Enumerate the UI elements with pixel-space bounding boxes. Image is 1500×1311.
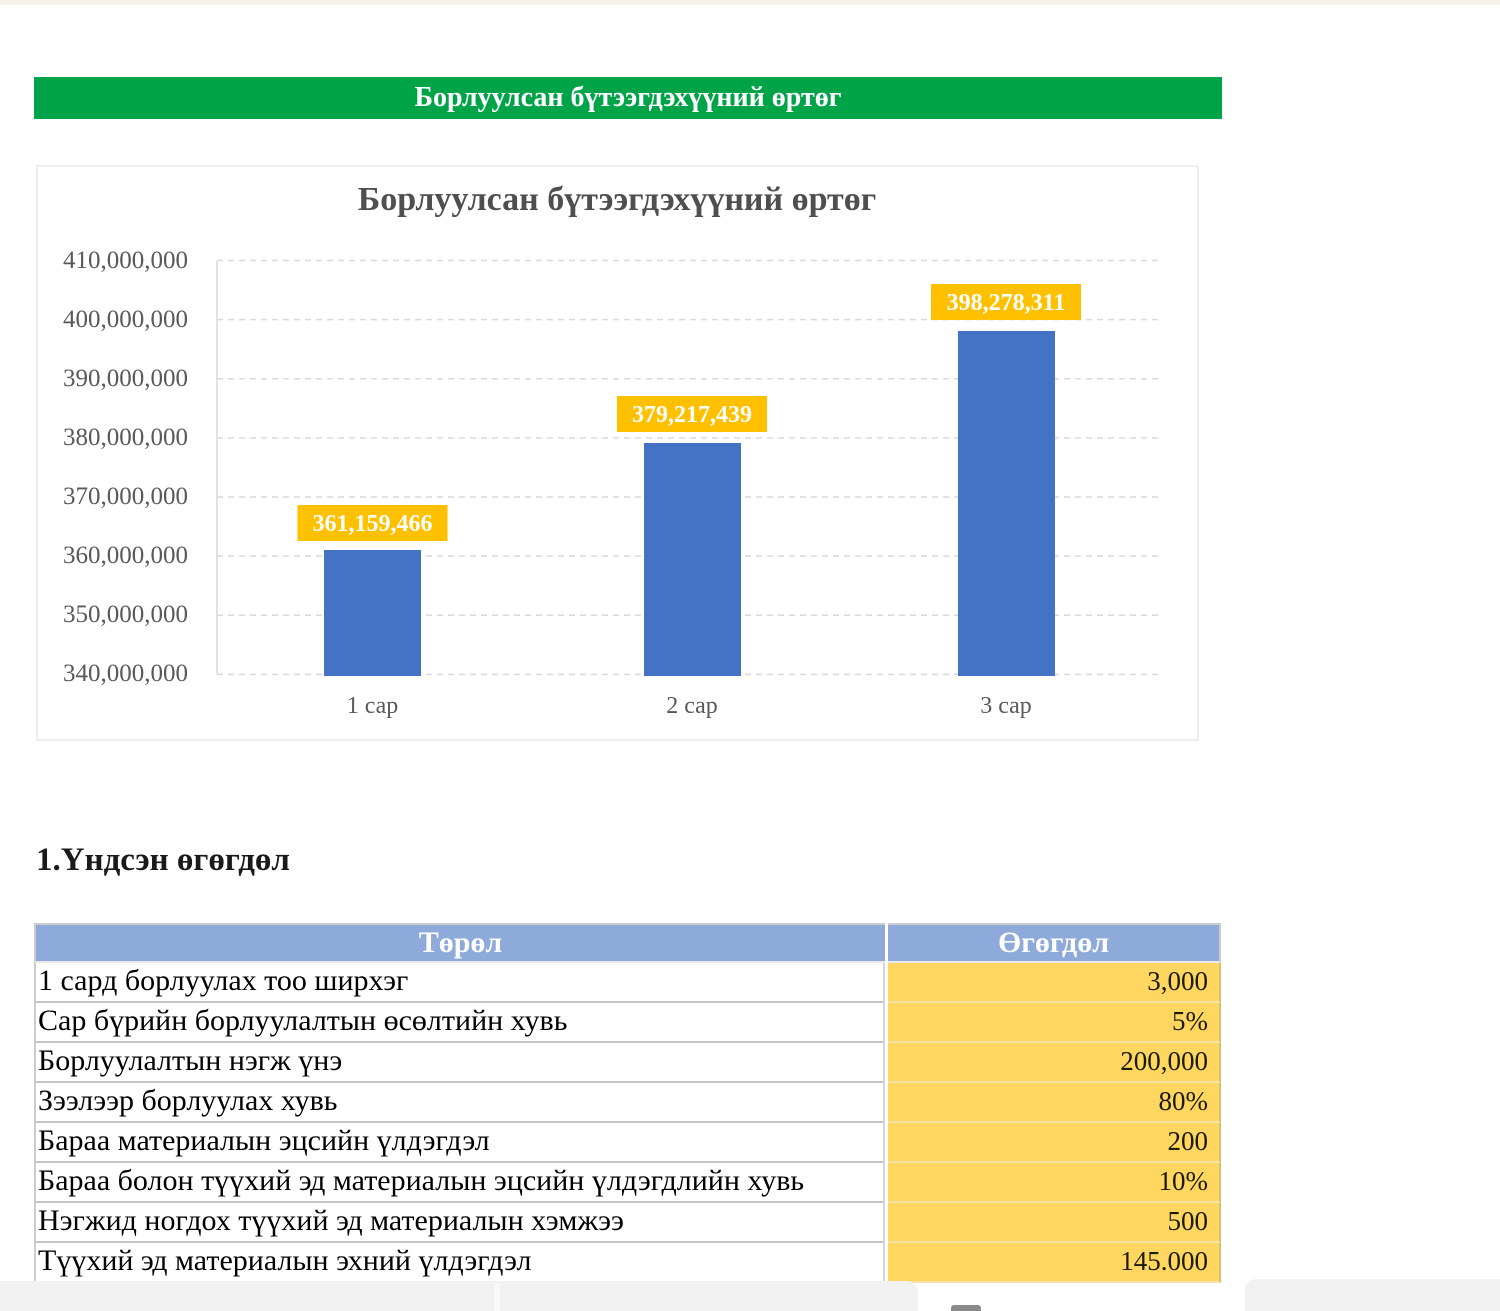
svg-text:1 сар: 1 сар — [347, 693, 399, 719]
svg-text:370,000,000: 370,000,000 — [63, 483, 188, 510]
svg-text:410,000,000: 410,000,000 — [63, 247, 188, 274]
svg-text:340,000,000: 340,000,000 — [63, 660, 188, 687]
svg-text:2 сар: 2 сар — [666, 693, 718, 719]
svg-text:379,217,439: 379,217,439 — [632, 402, 752, 428]
svg-text:398,278,311: 398,278,311 — [947, 290, 1066, 316]
svg-text:380,000,000: 380,000,000 — [63, 424, 188, 451]
svg-text:400,000,000: 400,000,000 — [63, 306, 188, 333]
svg-text:360,000,000: 360,000,000 — [63, 542, 188, 569]
svg-text:350,000,000: 350,000,000 — [63, 601, 188, 628]
svg-text:361,159,466: 361,159,466 — [313, 511, 433, 537]
svg-text:Борлуулсан бүтээгдэхүүний өртө: Борлуулсан бүтээгдэхүүний өртөг — [358, 181, 876, 218]
svg-text:3 сар: 3 сар — [980, 693, 1032, 719]
svg-text:390,000,000: 390,000,000 — [63, 365, 188, 392]
